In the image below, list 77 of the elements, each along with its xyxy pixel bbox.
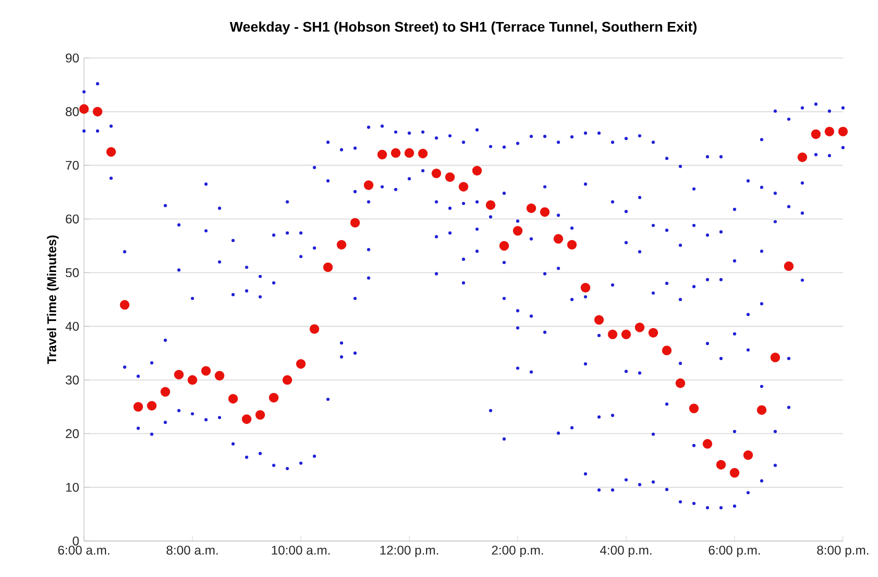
- point: [743, 450, 753, 460]
- x-tick-label: 6:00 p.m.: [708, 546, 760, 558]
- point: [554, 234, 564, 244]
- y-tick-label: 70: [66, 160, 79, 170]
- point: [486, 200, 496, 210]
- y-axis-title: Travel Time (Minutes): [46, 235, 59, 364]
- point: [296, 359, 306, 369]
- y-tick-label: 50: [66, 268, 79, 278]
- x-tick-label: 10:00 a.m.: [272, 546, 330, 555]
- y-tick-label: 40: [66, 322, 79, 331]
- point: [79, 104, 89, 114]
- point: [608, 330, 618, 340]
- point: [282, 375, 292, 385]
- x-tick-label: 6:00 a.m.: [58, 546, 110, 555]
- point: [634, 322, 644, 332]
- point: [499, 241, 509, 251]
- y-tick-label: 20: [66, 429, 79, 438]
- point: [472, 166, 482, 176]
- x-tick-label: 8:00 a.m.: [166, 546, 218, 555]
- x-tick-label: 12:00 p.m.: [380, 546, 438, 558]
- point: [676, 378, 686, 388]
- point: [418, 148, 428, 158]
- point: [323, 262, 333, 272]
- point: [594, 315, 604, 325]
- point: [702, 439, 712, 449]
- y-tick-label: 10: [66, 482, 79, 492]
- point: [432, 168, 442, 178]
- point: [364, 180, 374, 190]
- point: [174, 370, 184, 380]
- point: [146, 400, 157, 411]
- point: [92, 106, 102, 116]
- point: [512, 226, 523, 236]
- point: [445, 172, 455, 182]
- point: [242, 414, 252, 424]
- point: [404, 148, 414, 158]
- point: [201, 366, 211, 376]
- point: [106, 147, 116, 157]
- point: [214, 370, 224, 380]
- y-tick-label: 90: [66, 54, 79, 62]
- y-tick-label: 60: [66, 214, 79, 224]
- y-tick-label: 30: [66, 376, 79, 384]
- x-tick-label: 2:00 p.m.: [492, 546, 543, 558]
- point: [716, 460, 726, 470]
- x-tick-label: 8:00 p.m.: [817, 546, 868, 558]
- y-tick-label: 80: [66, 107, 79, 116]
- point: [133, 402, 144, 412]
- point: [188, 375, 198, 385]
- point: [756, 405, 766, 415]
- point: [824, 126, 834, 136]
- point: [377, 150, 387, 160]
- chart-title: Weekday - SH1 (Hobson Street) to SH1 (Terrace Tunnel, Southern Exit): [230, 21, 697, 35]
- point: [255, 410, 266, 420]
- point: [350, 218, 360, 228]
- point: [268, 392, 279, 402]
- point: [310, 324, 320, 334]
- point: [811, 129, 821, 139]
- point: [621, 330, 631, 340]
- x-tick-label: 4:00 p.m.: [600, 546, 652, 558]
- point: [798, 152, 808, 162]
- point: [662, 346, 672, 356]
- y-tick-label: 0: [72, 536, 79, 546]
- point: [458, 182, 468, 192]
- point: [838, 126, 848, 136]
- point: [689, 404, 699, 414]
- point: [540, 207, 550, 217]
- point: [567, 240, 577, 250]
- point: [120, 300, 130, 310]
- point: [784, 261, 794, 272]
- point: [228, 394, 238, 404]
- point: [730, 468, 740, 478]
- point: [580, 282, 590, 292]
- point: [648, 328, 658, 338]
- point: [390, 148, 401, 158]
- point: [526, 203, 536, 214]
- point: [336, 240, 346, 250]
- point: [770, 352, 780, 362]
- point: [160, 386, 170, 397]
